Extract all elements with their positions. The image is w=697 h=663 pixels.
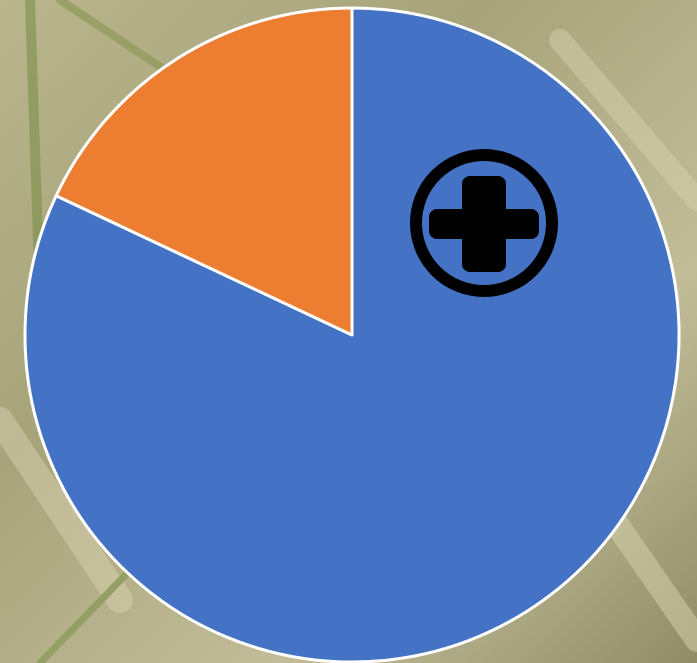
plus-icon (410, 149, 558, 297)
pie (23, 6, 681, 663)
pie-slice (54, 6, 354, 337)
